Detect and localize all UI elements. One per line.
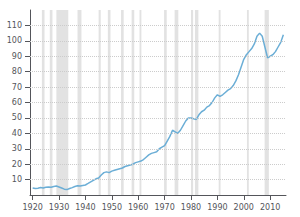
svg-text:30: 30: [12, 144, 22, 153]
svg-text:1990: 1990: [207, 203, 227, 212]
svg-text:90: 90: [12, 52, 22, 61]
svg-text:70: 70: [12, 83, 22, 92]
svg-text:2010: 2010: [260, 203, 280, 212]
svg-text:2000: 2000: [234, 203, 254, 212]
svg-text:40: 40: [12, 129, 22, 138]
svg-text:1950: 1950: [102, 203, 122, 212]
svg-text:80: 80: [12, 67, 22, 76]
svg-text:1960: 1960: [128, 203, 148, 212]
svg-text:10: 10: [12, 175, 22, 184]
svg-text:1940: 1940: [75, 203, 95, 212]
svg-text:50: 50: [12, 113, 22, 122]
svg-text:1920: 1920: [22, 203, 42, 212]
svg-text:100: 100: [7, 36, 22, 45]
svg-text:110: 110: [7, 21, 22, 30]
svg-text:60: 60: [12, 98, 22, 107]
svg-text:1970: 1970: [154, 203, 174, 212]
svg-text:1980: 1980: [181, 203, 201, 212]
svg-text:1930: 1930: [49, 203, 69, 212]
svg-text:20: 20: [12, 160, 22, 169]
